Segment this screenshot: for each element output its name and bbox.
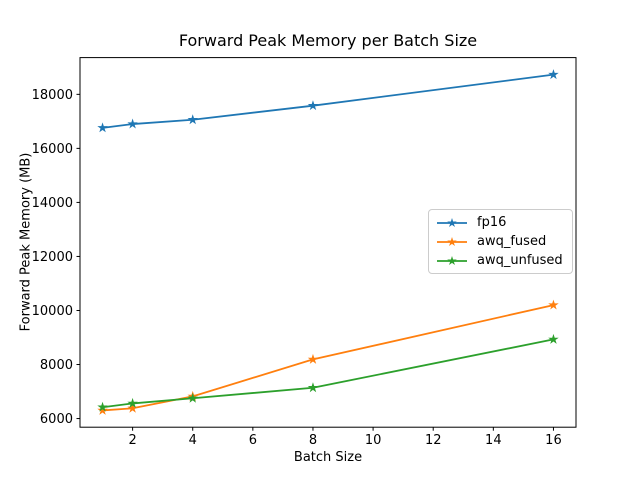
x-axis-label: Batch Size [293, 450, 363, 465]
x-tick-label: 8 [309, 433, 317, 448]
series-line-awq_fused [102, 304, 554, 412]
y-tick-label: 10000 [32, 304, 73, 319]
legend-entry: fp16 [436, 213, 565, 232]
legend-swatch-awq_fused [437, 236, 467, 246]
legend-entry: awq_fused [436, 232, 565, 251]
star-marker-icon [447, 236, 457, 246]
x-tick-label: 6 [249, 433, 257, 448]
data-point-marker-fp16 [127, 118, 138, 129]
series-line-fp16 [102, 73, 554, 129]
y-axis-label: Forward Peak Memory (MB) [18, 152, 34, 332]
data-point-marker-awq_unfused [548, 333, 559, 344]
data-point-marker-awq_fused [127, 402, 138, 413]
data-point-marker-awq_fused [97, 404, 108, 415]
legend-label: awq_fused [477, 234, 547, 249]
data-point-marker-fp16 [548, 69, 559, 80]
data-point-marker-awq_unfused [307, 382, 319, 393]
data-point-marker-awq_unfused [97, 401, 108, 412]
data-point-marker-awq_fused [307, 353, 319, 364]
y-tick-label: 12000 [32, 250, 73, 265]
x-tick-label: 2 [128, 433, 136, 448]
legend-label: awq_unfused [477, 253, 563, 268]
x-tick-label: 4 [189, 433, 197, 448]
y-tick-label: 18000 [32, 88, 73, 103]
y-tick-label: 16000 [32, 142, 73, 157]
data-point-marker-fp16 [307, 100, 319, 111]
y-tick-label: 6000 [40, 412, 73, 427]
legend-swatch-fp16 [437, 217, 467, 227]
legend: fp16 awq_fused awq_unfused [428, 209, 573, 274]
legend-entry: awq_unfused [436, 251, 565, 270]
x-tick-label: 16 [545, 433, 562, 448]
y-tick-label: 14000 [32, 196, 73, 211]
data-point-marker-fp16 [187, 114, 198, 125]
series-line-awq_unfused [102, 338, 554, 409]
star-marker-icon [447, 255, 457, 265]
legend-swatch-awq_unfused [437, 255, 467, 265]
y-tick-label: 8000 [40, 358, 73, 373]
x-tick-label: 14 [485, 433, 502, 448]
legend-label: fp16 [477, 215, 507, 230]
data-point-marker-awq_fused [548, 299, 559, 310]
data-point-marker-fp16 [97, 122, 108, 133]
chart-title: Forward Peak Memory per Batch Size [178, 31, 478, 50]
data-point-marker-awq_unfused [187, 392, 198, 403]
x-tick-label: 10 [365, 433, 382, 448]
data-point-marker-awq_unfused [127, 397, 138, 408]
star-marker-icon [447, 217, 457, 227]
x-tick-label: 12 [425, 433, 442, 448]
plot-frame [79, 57, 577, 428]
